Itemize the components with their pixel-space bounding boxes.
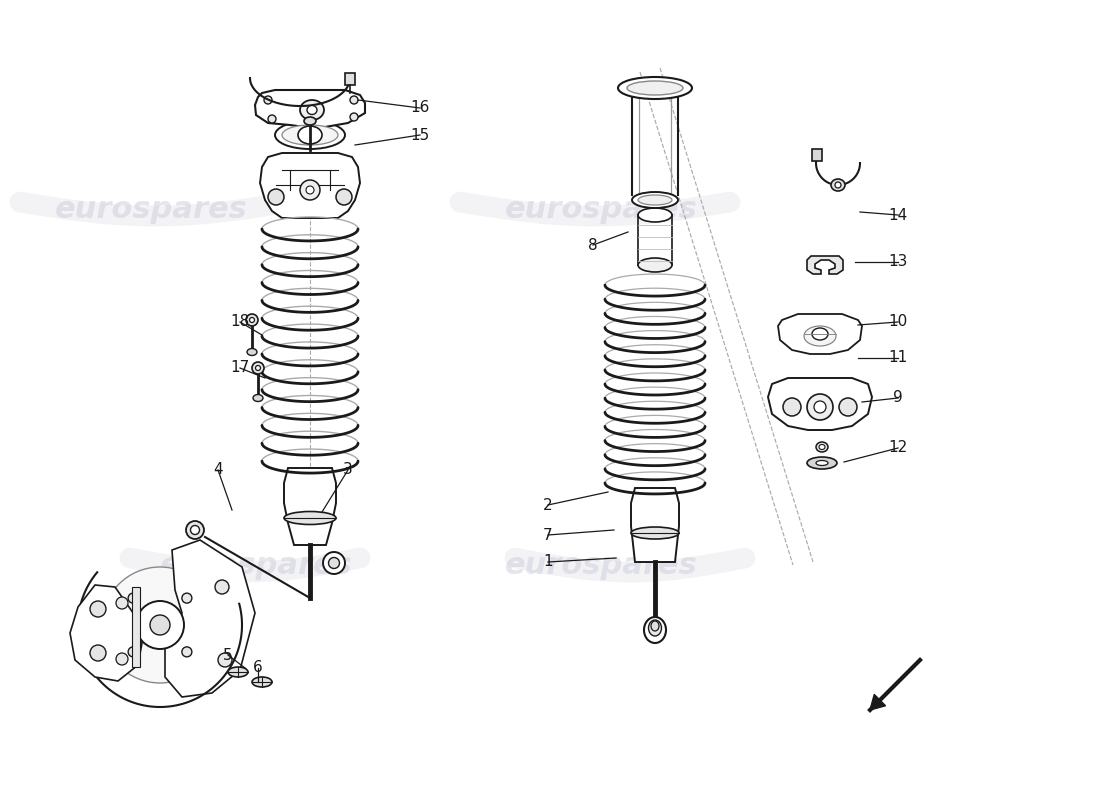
- Text: 17: 17: [230, 361, 250, 375]
- Circle shape: [214, 580, 229, 594]
- Text: 11: 11: [889, 350, 908, 366]
- Polygon shape: [132, 587, 140, 667]
- Ellipse shape: [638, 195, 672, 205]
- Text: 15: 15: [410, 127, 430, 142]
- Circle shape: [218, 653, 232, 667]
- Ellipse shape: [812, 328, 828, 340]
- Text: 3: 3: [343, 462, 353, 478]
- Text: 8: 8: [588, 238, 597, 253]
- Text: 10: 10: [889, 314, 908, 330]
- Ellipse shape: [282, 125, 338, 145]
- Ellipse shape: [307, 106, 317, 114]
- Text: 16: 16: [410, 101, 430, 115]
- Circle shape: [116, 597, 128, 609]
- Polygon shape: [255, 90, 365, 127]
- Ellipse shape: [246, 314, 258, 326]
- Ellipse shape: [186, 521, 204, 539]
- Ellipse shape: [644, 617, 666, 643]
- Text: 4: 4: [213, 462, 223, 478]
- Polygon shape: [260, 153, 360, 218]
- Text: eurospares: eurospares: [55, 195, 248, 225]
- Circle shape: [268, 115, 276, 123]
- Circle shape: [128, 647, 139, 657]
- Ellipse shape: [835, 182, 842, 188]
- Text: 12: 12: [889, 441, 908, 455]
- Polygon shape: [768, 378, 872, 430]
- Polygon shape: [812, 150, 822, 162]
- Polygon shape: [631, 488, 679, 562]
- Circle shape: [839, 398, 857, 416]
- Polygon shape: [344, 73, 355, 85]
- Text: 2: 2: [543, 498, 553, 513]
- Circle shape: [182, 593, 191, 603]
- Polygon shape: [165, 540, 255, 697]
- Ellipse shape: [820, 445, 825, 450]
- Text: 14: 14: [889, 207, 908, 222]
- Polygon shape: [70, 585, 142, 681]
- Text: 7: 7: [543, 527, 553, 542]
- Ellipse shape: [807, 457, 837, 469]
- Circle shape: [90, 645, 106, 661]
- Ellipse shape: [651, 621, 659, 631]
- Circle shape: [807, 394, 833, 420]
- Circle shape: [150, 615, 170, 635]
- Text: 18: 18: [230, 314, 250, 330]
- Text: eurospares: eurospares: [505, 195, 697, 225]
- Circle shape: [268, 189, 284, 205]
- Ellipse shape: [816, 442, 828, 452]
- Text: 5: 5: [223, 647, 233, 662]
- Ellipse shape: [631, 527, 679, 539]
- Ellipse shape: [228, 667, 248, 677]
- Circle shape: [300, 180, 320, 200]
- Polygon shape: [284, 468, 336, 545]
- Circle shape: [128, 593, 139, 603]
- Circle shape: [264, 96, 272, 104]
- Circle shape: [350, 96, 358, 104]
- Circle shape: [102, 567, 218, 683]
- Ellipse shape: [248, 349, 257, 355]
- Ellipse shape: [275, 121, 345, 149]
- Ellipse shape: [284, 511, 336, 525]
- Text: eurospares: eurospares: [505, 550, 697, 579]
- Circle shape: [783, 398, 801, 416]
- Ellipse shape: [323, 552, 345, 574]
- Circle shape: [116, 653, 128, 665]
- Polygon shape: [870, 694, 886, 710]
- Circle shape: [90, 601, 106, 617]
- Ellipse shape: [649, 620, 661, 636]
- Circle shape: [306, 186, 313, 194]
- Circle shape: [336, 189, 352, 205]
- Text: 9: 9: [893, 390, 903, 406]
- Text: 1: 1: [543, 554, 553, 570]
- Ellipse shape: [638, 258, 672, 272]
- Polygon shape: [807, 256, 843, 274]
- Ellipse shape: [632, 192, 678, 208]
- Ellipse shape: [804, 326, 836, 346]
- Ellipse shape: [830, 179, 845, 191]
- Ellipse shape: [627, 81, 683, 95]
- Ellipse shape: [252, 362, 264, 374]
- Text: eurospares: eurospares: [160, 550, 353, 579]
- Ellipse shape: [250, 318, 254, 322]
- Ellipse shape: [304, 117, 316, 125]
- Ellipse shape: [252, 677, 272, 687]
- Ellipse shape: [253, 394, 263, 402]
- Polygon shape: [778, 314, 862, 354]
- Ellipse shape: [190, 526, 199, 534]
- Ellipse shape: [255, 366, 261, 370]
- Text: 6: 6: [253, 661, 263, 675]
- Circle shape: [136, 601, 184, 649]
- Ellipse shape: [816, 461, 828, 466]
- Ellipse shape: [298, 126, 322, 144]
- Ellipse shape: [329, 558, 340, 569]
- Ellipse shape: [618, 77, 692, 99]
- Circle shape: [814, 401, 826, 413]
- Ellipse shape: [638, 208, 672, 222]
- Ellipse shape: [300, 100, 324, 120]
- Circle shape: [182, 647, 191, 657]
- Circle shape: [350, 113, 358, 121]
- Text: 13: 13: [889, 254, 908, 270]
